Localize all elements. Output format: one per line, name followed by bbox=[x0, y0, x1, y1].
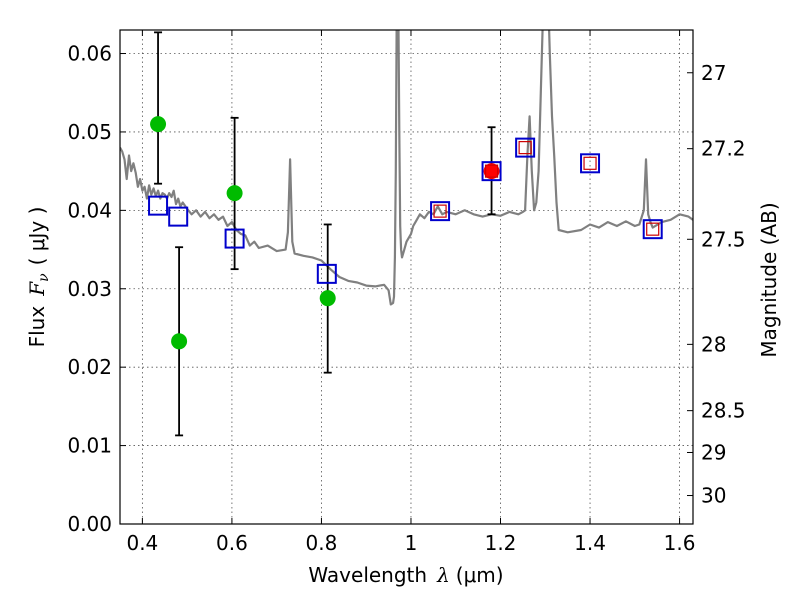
y2-tick-label: 29 bbox=[701, 440, 726, 464]
observed-point bbox=[483, 163, 500, 180]
plot-data bbox=[120, 30, 693, 437]
x-tick-label: 1.2 bbox=[485, 531, 517, 555]
x-tick-label: 1.6 bbox=[664, 531, 696, 555]
model-square-inner bbox=[583, 156, 597, 170]
model-square bbox=[430, 201, 451, 222]
y2-axis-title: Magnitude (AB) bbox=[757, 202, 781, 357]
model-square bbox=[224, 228, 245, 249]
y2-tick-label: 27.5 bbox=[701, 227, 746, 251]
y-tick-label: 0.05 bbox=[67, 120, 112, 144]
y-tick-label: 0.01 bbox=[67, 434, 112, 458]
axis-ticks: 0.4 0.6 0.8 1 1.2 1.4 1.6 0.00 0.01 0.02 0.03 0.04 0… bbox=[67, 30, 746, 555]
x-tick-label: 0.4 bbox=[126, 531, 158, 555]
model-square bbox=[580, 153, 601, 174]
y-axis-title: FluxFν( μJy ) bbox=[25, 207, 52, 348]
y-tick-label: 0.02 bbox=[67, 355, 112, 379]
model-square-inner bbox=[646, 222, 660, 236]
y2-tick-label: 30 bbox=[701, 484, 726, 508]
model-square bbox=[316, 263, 337, 284]
model-square bbox=[168, 206, 189, 227]
grid-lines bbox=[120, 30, 693, 525]
model-square bbox=[148, 195, 169, 216]
y2-tick-label: 28 bbox=[701, 332, 726, 356]
y-tick-label: 0.06 bbox=[67, 42, 112, 66]
spectrum-line bbox=[120, 30, 693, 306]
x-axis-title: Wavelength λ (μm) bbox=[308, 563, 503, 587]
x-tick-label: 1.4 bbox=[574, 531, 606, 555]
y2-tick-label: 27.2 bbox=[701, 137, 746, 161]
model-square-inner bbox=[433, 204, 447, 218]
y2-tick-label: 27 bbox=[701, 61, 726, 85]
y-tick-label: 0.00 bbox=[67, 512, 112, 536]
model-square bbox=[481, 161, 502, 182]
observed-point bbox=[319, 290, 336, 307]
x-tick-label: 0.8 bbox=[306, 531, 338, 555]
y-tick-label: 0.03 bbox=[67, 277, 112, 301]
model-square-inner bbox=[484, 164, 499, 178]
plot-frame bbox=[119, 29, 694, 525]
y-tick-label: 0.04 bbox=[67, 198, 112, 222]
model-square bbox=[515, 137, 536, 158]
model-square bbox=[642, 219, 663, 240]
observed-point bbox=[150, 116, 167, 133]
observed-point bbox=[226, 185, 243, 202]
y2-tick-label: 28.5 bbox=[701, 399, 746, 423]
x-tick-label: 0.6 bbox=[216, 531, 248, 555]
observed-point bbox=[171, 333, 188, 350]
model-square-inner bbox=[518, 141, 532, 155]
x-tick-label: 1 bbox=[405, 531, 418, 555]
